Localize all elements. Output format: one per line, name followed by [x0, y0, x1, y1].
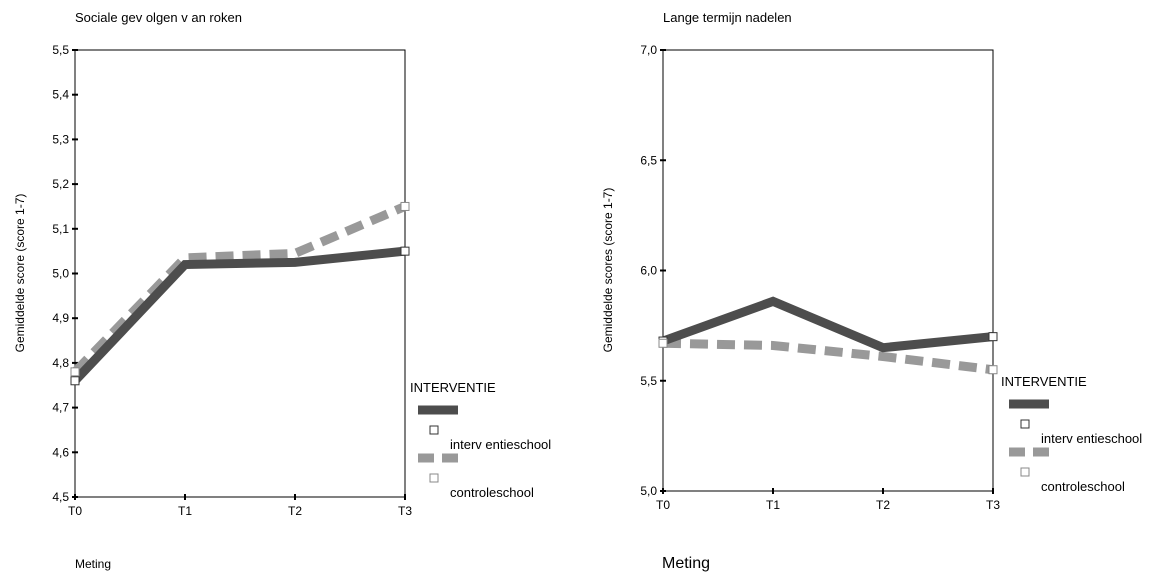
legend-label: interv entieschool [450, 437, 551, 452]
y-axis-label: Gemiddelde scores (score 1-7) [601, 188, 615, 353]
x-tick-label: T1 [766, 498, 780, 512]
y-tick-label: 7,0 [640, 43, 657, 57]
legend-marker [1020, 467, 1030, 477]
legend-marker [429, 425, 439, 435]
legend: INTERVENTIE interv entieschool controlesch… [1001, 374, 1142, 494]
x-tick-label: T0 [68, 504, 82, 518]
y-tick-label: 5,2 [52, 177, 69, 191]
y-tick-label: 5,1 [52, 222, 69, 236]
x-tick-label: T2 [876, 498, 890, 512]
y-tick-label: 5,4 [52, 88, 69, 102]
y-tick-label: 6,5 [640, 153, 657, 167]
chart-title: Sociale gev olgen v an roken [75, 10, 242, 25]
y-tick-label: 5,0 [640, 484, 657, 498]
data-point-marker [400, 201, 410, 211]
legend-marker [429, 473, 439, 483]
series-line-controleschool [71, 202, 407, 375]
x-tick-label: T3 [398, 504, 412, 518]
legend-title: INTERVENTIE [1001, 374, 1087, 389]
y-tick-label: 5,0 [52, 267, 69, 281]
chart-title: Lange termijn nadelen [663, 10, 792, 25]
data-point-marker [988, 332, 998, 342]
legend-label: interv entieschool [1041, 431, 1142, 446]
data-point-marker [70, 376, 80, 386]
x-tick-label: T2 [288, 504, 302, 518]
legend-label: controleschool [1041, 479, 1125, 494]
data-point-marker [988, 365, 998, 375]
y-tick-label: 5,5 [640, 374, 657, 388]
data-point-marker [658, 338, 668, 348]
data-point-marker [400, 246, 410, 256]
plot-frame [74, 49, 406, 498]
series-line-interventieschool [71, 246, 406, 384]
x-axis-label: Meting [662, 555, 710, 572]
y-tick-label: 4,8 [52, 356, 69, 370]
y-tick-label: 4,7 [52, 401, 69, 415]
x-tick-label: T0 [656, 498, 670, 512]
x-tick-label: T3 [986, 498, 1000, 512]
y-tick-label: 6,0 [640, 264, 657, 278]
y-tick-label: 4,6 [52, 445, 69, 459]
legend-title: INTERVENTIE [410, 380, 496, 395]
legend: INTERVENTIE interv entieschool controlesch… [410, 380, 551, 500]
y-tick-label: 5,5 [52, 43, 69, 57]
chart-panel-1: Sociale gev olgen v an roken 4,5 4,6 4,7 4,8… [13, 10, 551, 571]
plot-frame [662, 49, 994, 492]
y-tick-label: 5,3 [52, 132, 69, 146]
x-axis-label: Meting [75, 557, 111, 571]
y-axis-label: Gemiddelde score (score 1-7) [13, 194, 27, 353]
legend-marker [1020, 419, 1030, 429]
legend-label: controleschool [450, 485, 534, 500]
y-tick-label: 4,9 [52, 311, 69, 325]
y-tick-label: 4,5 [52, 490, 69, 504]
series-line-interventieschool [661, 296, 994, 353]
data-point-marker [70, 367, 80, 377]
chart-panel-2: Lange termijn nadelen 5,0 5,5 6,0 6,5 7,0 T0 T1… [601, 10, 1142, 572]
x-tick-label: T1 [178, 504, 192, 518]
series-line-controleschool [662, 338, 994, 375]
